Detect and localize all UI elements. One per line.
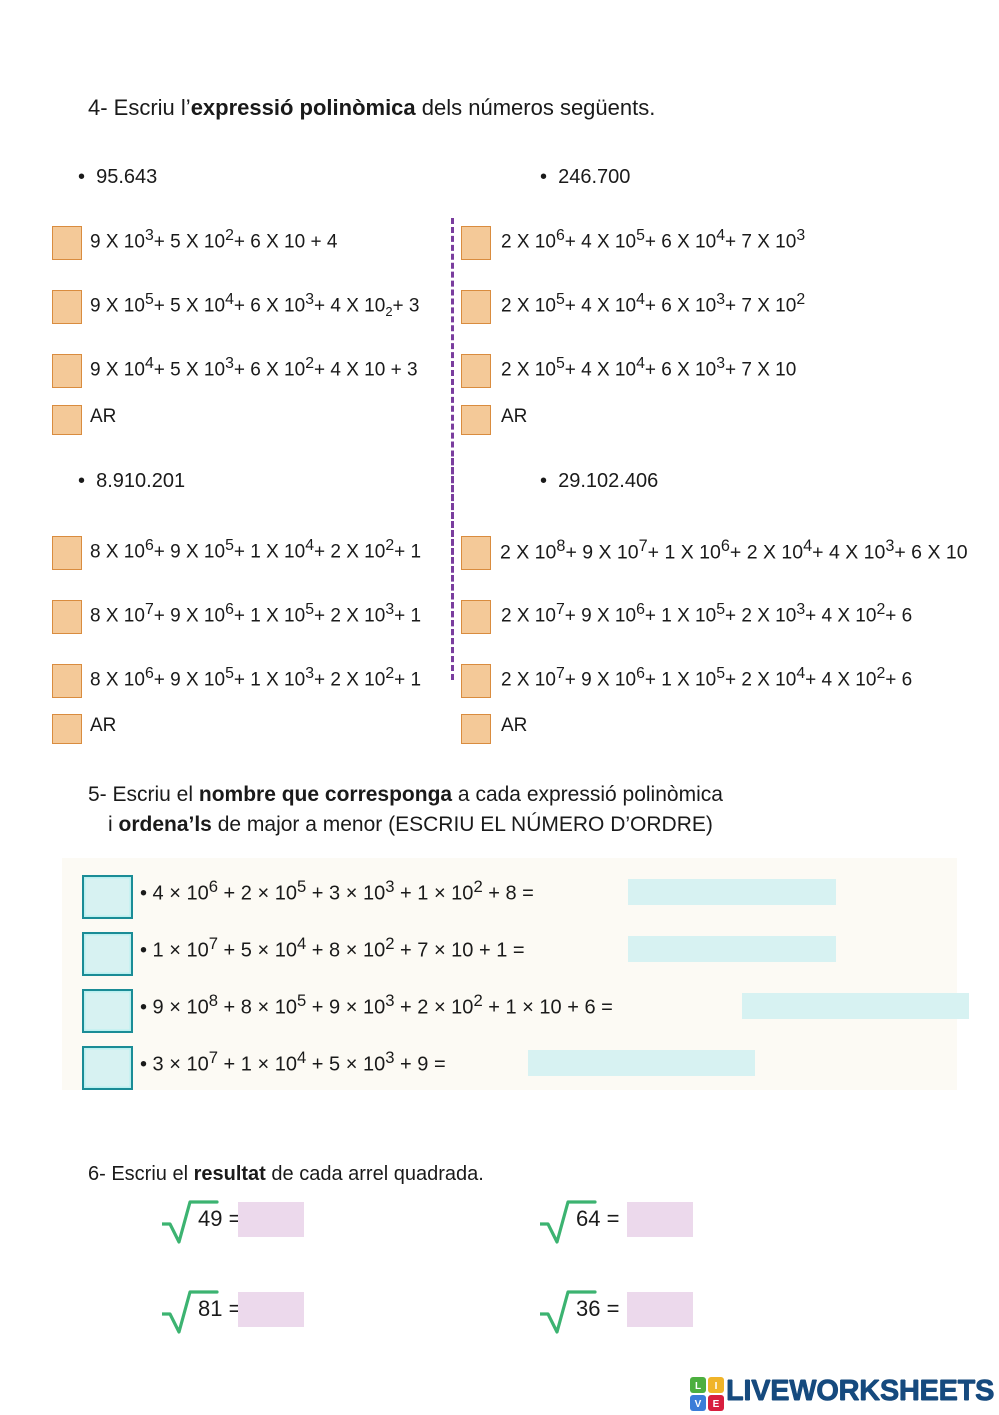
svg-text:V: V <box>695 1399 702 1410</box>
svg-text:L: L <box>695 1381 701 1392</box>
svg-text:I: I <box>715 1381 718 1392</box>
svg-text:E: E <box>713 1399 720 1410</box>
